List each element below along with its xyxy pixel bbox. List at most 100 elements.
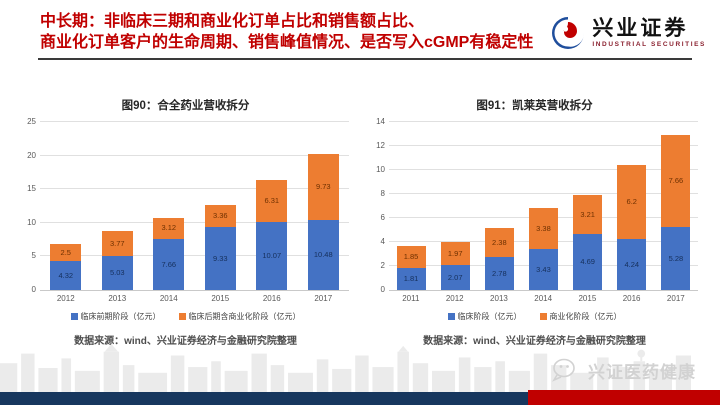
wechat-icon	[552, 358, 575, 382]
chart-title: 图90：合全药业营收拆分	[121, 100, 250, 112]
bar-segment: 2.07	[440, 265, 470, 290]
data-source: 数据来源：wind、兴业证券经济与金融研究院整理	[74, 336, 297, 347]
plot-wrap: 4.32 2.5 5.03 3.77 7.66 3.12 9.33 3.36 10.07 6.31…	[40, 121, 349, 303]
header-divider	[38, 58, 692, 60]
bar-segment: 7.66	[153, 238, 185, 290]
y-tick-label: 20	[27, 150, 36, 160]
legend-label: 临床后期含商业化阶段（亿元）	[188, 312, 301, 321]
legend-item-commercial: 商业化阶段（亿元）	[539, 311, 622, 322]
legend: 临床前期阶段（亿元） 临床后期含商业化阶段（亿元）	[22, 311, 349, 322]
gridline	[40, 221, 349, 223]
y-tick-label: 8	[380, 189, 385, 198]
bar-value-label: 2.07	[447, 272, 463, 282]
bars: 4.32 2.5 5.03 3.77 7.66 3.12 9.33 3.36 10.07 6.31…	[40, 122, 349, 290]
bar-stack: 10.07 6.31	[256, 122, 288, 290]
gridline	[40, 255, 349, 257]
brand-name: 兴业证券	[592, 15, 689, 40]
bar-segment: 6.31	[256, 179, 288, 223]
bar-stack: 5.03 3.77	[101, 122, 133, 290]
y-tick-label: 4	[380, 237, 385, 246]
x-tick-label: 2017	[314, 294, 333, 303]
bar-value-label: 5.28	[668, 253, 684, 263]
bar-value-label: 3.21	[580, 209, 595, 219]
header: 中长期：非临床三期和商业化订单占比和销售额占比、 商业化订单客户的生命周期、销售…	[0, 0, 720, 54]
chart-asymchem-revenue: 图91：凯莱英营收拆分 0 2 4 6 8 10 12 14 1.81 1.85 2.07 1.97…	[371, 97, 698, 347]
bar-value-label: 1.85	[403, 252, 419, 262]
legend-swatch-orange	[178, 313, 186, 320]
page-title-line1: 中长期：非临床三期和商业化订单占比和销售额占比、	[40, 13, 425, 30]
bar-segment: 4.32	[50, 260, 82, 290]
y-tick-label: 15	[27, 184, 36, 194]
charts-row: 图90：合全药业营收拆分 0 5 10 15 20 25 4.32 2.5 5.03 3.77 7…	[22, 97, 698, 347]
wechat-account-name: 兴证医药健康	[588, 362, 696, 382]
brand-logo: 兴业证券 INDUSTRIAL SECURITIES	[550, 12, 706, 54]
gridline	[389, 169, 698, 170]
y-tick-label: 6	[380, 213, 385, 222]
bar-stack: 2.07 1.97	[440, 122, 470, 290]
footer-bar-navy	[0, 392, 528, 405]
bar-stack: 4.24 6.2	[617, 122, 647, 290]
bar-value-label: 10.07	[262, 251, 282, 261]
chart-body: 0 2 4 6 8 10 12 14 1.81 1.85 2.07 1.97 2.78 2.38 3.43…	[371, 118, 698, 303]
gridline	[389, 145, 698, 146]
bar-segment: 5.28	[661, 226, 691, 290]
bar-value-label: 10.48	[313, 250, 333, 260]
bar-value-label: 4.24	[624, 259, 640, 269]
bar-segment: 2.78	[484, 256, 514, 290]
bar-stack: 10.48 9.73	[307, 122, 339, 290]
plot-area: 1.81 1.85 2.07 1.97 2.78 2.38 3.43 3.38 4.69 3.21…	[389, 121, 698, 291]
x-tick-label: 2011	[402, 294, 420, 303]
footer-bar-red	[528, 390, 720, 405]
gridline	[40, 121, 349, 122]
legend-swatch-blue	[70, 313, 78, 320]
bar-segment: 4.24	[617, 239, 647, 290]
y-tick-label: 25	[27, 117, 36, 126]
bars: 1.81 1.85 2.07 1.97 2.78 2.38 3.43 3.38 4.69 3.21…	[389, 122, 698, 290]
bar-segment: 3.38	[528, 208, 558, 249]
bar-segment: 1.81	[396, 268, 426, 290]
legend-item-late-commercial: 临床后期含商业化阶段（亿元）	[178, 311, 301, 322]
gridline	[40, 188, 349, 190]
bar-segment: 9.33	[204, 227, 236, 290]
x-labels: 2011 2012 2013 2014 2015 2016 2017	[389, 294, 698, 303]
x-tick-label: 2012	[445, 294, 464, 303]
bar-stack: 2.78 2.38	[484, 122, 514, 290]
x-tick-label: 2012	[56, 294, 75, 303]
y-tick-label: 2	[380, 261, 385, 270]
x-tick-label: 2013	[490, 294, 508, 303]
page-title: 中长期：非临床三期和商业化订单占比和销售额占比、 商业化订单客户的生命周期、销售…	[40, 11, 533, 54]
bar-value-label: 1.81	[403, 274, 419, 284]
bar-segment: 2.5	[50, 244, 82, 261]
y-tick-label: 5	[31, 251, 36, 261]
bar-segment: 10.07	[256, 222, 288, 290]
bar-stack: 7.66 3.12	[153, 122, 185, 290]
y-axis: 0 5 10 15 20 25	[22, 118, 40, 294]
bar-segment: 2.38	[484, 228, 514, 257]
legend-item-clinical: 临床阶段（亿元）	[447, 311, 522, 322]
gridline	[389, 193, 698, 194]
bar-value-label: 3.77	[109, 238, 125, 248]
bar-segment: 9.73	[307, 154, 339, 220]
plot-wrap: 1.81 1.85 2.07 1.97 2.78 2.38 3.43 3.38 4.69 3.21…	[389, 121, 698, 303]
bar-stack: 5.28 7.66	[661, 122, 691, 290]
bar-segment: 7.66	[661, 134, 691, 227]
wechat-watermark: 兴证医药健康	[552, 357, 696, 383]
bar-value-label: 2.78	[492, 268, 507, 278]
bar-value-label: 4.69	[580, 257, 595, 267]
bar-value-label: 6.31	[264, 196, 280, 206]
y-tick-label: 0	[380, 285, 385, 294]
chart-body: 0 5 10 15 20 25 4.32 2.5 5.03 3.77 7.66 3.12 9.33 3.…	[22, 118, 349, 303]
data-source: 数据来源：wind、兴业证券经济与金融研究院整理	[423, 336, 646, 347]
bar-value-label: 6.2	[626, 197, 637, 207]
bar-segment: 10.48	[307, 219, 339, 290]
legend-label: 临床阶段（亿元）	[457, 312, 522, 321]
bar-value-label: 2.38	[492, 237, 507, 247]
legend-swatch-orange	[539, 313, 547, 320]
bar-value-label: 4.32	[58, 270, 74, 280]
x-tick-label: 2013	[108, 294, 127, 303]
bar-value-label: 3.36	[212, 211, 228, 221]
bar-segment: 3.77	[101, 230, 133, 257]
legend: 临床阶段（亿元） 商业化阶段（亿元）	[371, 311, 698, 322]
legend-swatch-blue	[447, 313, 455, 320]
